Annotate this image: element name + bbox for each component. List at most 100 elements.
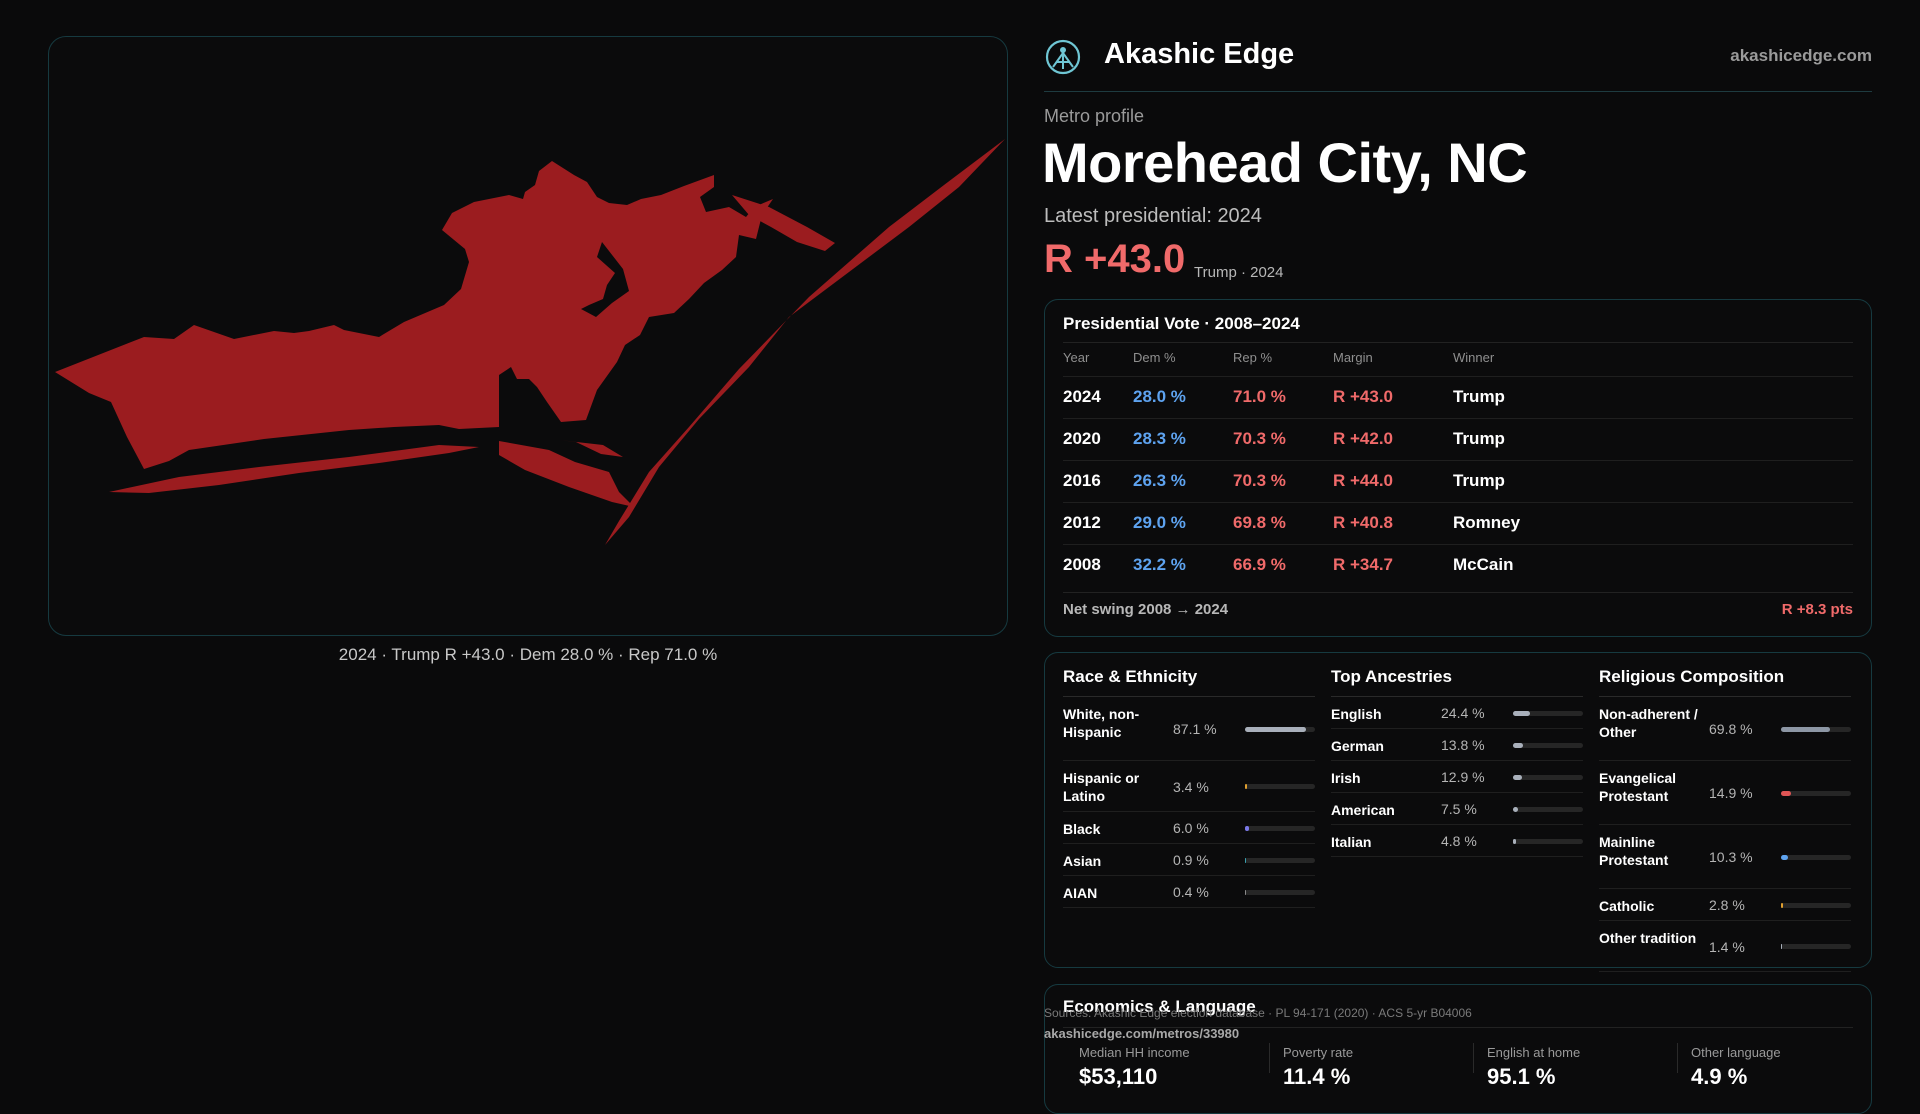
- demo-row-aian: AIAN 0.4 %: [1063, 876, 1315, 908]
- cell-dem: 28.0 %: [1133, 387, 1186, 406]
- header-winner: Winner: [1453, 350, 1495, 365]
- cell-margin: R +44.0: [1333, 471, 1394, 490]
- cell-margin: R +40.8: [1333, 513, 1394, 532]
- demo-value: 1.4 %: [1709, 938, 1745, 955]
- demo-value: 2.8 %: [1709, 897, 1745, 913]
- divider: [1063, 342, 1853, 343]
- demo-row-other-tradition: Other tradition 1.4 %: [1599, 921, 1851, 972]
- metric-label: Median HH income: [1079, 1045, 1190, 1060]
- top-ancestries-section: Top Ancestries English 24.4 % German 13.8 %…: [1331, 667, 1583, 857]
- demo-bar-fill: [1513, 742, 1523, 748]
- demo-label: Catholic: [1599, 898, 1655, 914]
- metric-other-language: Other language 4.9 %: [1691, 1045, 1881, 1090]
- table-row: 2024 28.0 % 71.0 % R +43.0 Trump: [1063, 376, 1853, 418]
- metro-map-panel: [48, 36, 1008, 636]
- demo-bar-fill: [1245, 857, 1247, 863]
- demo-bar-track: [1781, 854, 1851, 860]
- demo-value: 4.8 %: [1441, 833, 1477, 849]
- demo-label: Other tradition: [1599, 930, 1697, 946]
- demo-bar-fill: [1781, 790, 1792, 796]
- brand-url-link[interactable]: akashicedge.com: [1730, 46, 1872, 65]
- brand-logo-icon[interactable]: [1044, 38, 1082, 76]
- demo-label: English: [1331, 706, 1382, 722]
- cell-rep: 66.9 %: [1233, 555, 1286, 574]
- cell-year: 2016: [1063, 471, 1101, 490]
- metric-value: $53,110: [1079, 1064, 1158, 1089]
- demo-bar-fill: [1513, 838, 1517, 844]
- cell-rep: 71.0 %: [1233, 387, 1286, 406]
- demo-bar-fill: [1513, 774, 1523, 780]
- demo-bar-track: [1781, 902, 1851, 908]
- demo-bar-fill: [1245, 726, 1306, 732]
- demo-row-catholic: Catholic 2.8 %: [1599, 889, 1851, 921]
- divider: [1677, 1043, 1678, 1073]
- table-row: 2012 29.0 % 69.8 % R +40.8 Romney: [1063, 502, 1853, 544]
- cell-margin: R +43.0: [1333, 387, 1394, 406]
- demo-value: 87.1 %: [1173, 721, 1217, 737]
- table-row: 2008 32.2 % 66.9 % R +34.7 McCain: [1063, 544, 1853, 586]
- demo-label: American: [1331, 802, 1395, 818]
- net-swing-label: Net swing 2008 → 2024: [1063, 601, 1229, 618]
- net-swing-value: R +8.3 pts: [1781, 601, 1853, 618]
- presidential-vote-card: Presidential Vote · 2008–2024 Year Dem %…: [1044, 299, 1872, 637]
- demo-bar-fill: [1513, 806, 1519, 812]
- cell-dem: 29.0 %: [1133, 513, 1186, 532]
- metro-permalink[interactable]: akashicedge.com/metros/33980: [1044, 1026, 1240, 1041]
- metro-county-shape[interactable]: [55, 139, 1005, 545]
- demo-bar-fill: [1245, 825, 1250, 831]
- header-year: Year: [1063, 350, 1090, 365]
- demo-row-non-adherent-other: Non-adherent / Other 69.8 %: [1599, 697, 1851, 761]
- demo-bar-track: [1245, 857, 1315, 863]
- demo-bar-track: [1513, 774, 1583, 780]
- latest-margin-value: R +43.0: [1044, 237, 1186, 281]
- demo-bar-track: [1781, 790, 1851, 796]
- demo-bar-fill: [1513, 710, 1531, 716]
- demo-value: 3.4 %: [1173, 778, 1209, 795]
- demo-bar-track: [1513, 710, 1583, 716]
- header-dem: Dem %: [1133, 350, 1176, 365]
- demo-value: 0.9 %: [1173, 852, 1209, 868]
- cell-year: 2008: [1063, 555, 1101, 574]
- demo-label: Asian: [1063, 853, 1102, 869]
- latest-winner-subtitle: Trump · 2024: [1194, 264, 1284, 281]
- metric-value: 95.1 %: [1487, 1064, 1556, 1089]
- demo-row-italian: Italian 4.8 %: [1331, 825, 1583, 857]
- economics-language-card: Economics & Language Median HH income $5…: [1044, 984, 1872, 1114]
- demo-row-american: American 7.5 %: [1331, 793, 1583, 825]
- cell-winner: Trump: [1453, 429, 1505, 448]
- metric-label: Poverty rate: [1283, 1045, 1354, 1060]
- demo-value: 10.3 %: [1709, 849, 1753, 865]
- demo-value: 7.5 %: [1441, 801, 1477, 817]
- net-swing-row: Net swing 2008 → 2024 R +8.3 pts: [1063, 592, 1853, 618]
- vote-table-body: 2024 28.0 % 71.0 % R +43.0 Trump 2020 28…: [1063, 376, 1853, 586]
- cell-year: 2024: [1063, 387, 1101, 406]
- race-ethnicity-title: Race & Ethnicity: [1063, 667, 1315, 697]
- demo-row-mainline-protestant: Mainline Protestant 10.3 %: [1599, 825, 1851, 889]
- demo-bar-fill: [1781, 726, 1830, 732]
- demo-row-asian: Asian 0.9 %: [1063, 844, 1315, 876]
- brand-name[interactable]: Akashic Edge: [1104, 38, 1295, 70]
- cell-winner: Romney: [1453, 513, 1521, 532]
- demo-bar-track: [1245, 726, 1315, 732]
- religious-composition-section: Religious Composition Non-adherent / Oth…: [1599, 667, 1851, 972]
- demo-value: 12.9 %: [1441, 769, 1485, 785]
- demo-bar-track: [1513, 742, 1583, 748]
- metro-map: [55, 139, 1005, 545]
- demo-bar-fill: [1781, 944, 1783, 949]
- header-margin: Margin: [1333, 350, 1373, 365]
- demo-label: White, non-Hispanic: [1063, 706, 1140, 740]
- demo-row-white-non-hispanic: White, non-Hispanic 87.1 %: [1063, 697, 1315, 761]
- cell-dem: 32.2 %: [1133, 555, 1186, 574]
- metric-english-at-home: English at home 95.1 %: [1487, 1045, 1677, 1090]
- demo-label: Black: [1063, 821, 1101, 837]
- demo-value: 14.9 %: [1709, 785, 1753, 801]
- vote-table-header: Year Dem % Rep % Margin Winner: [1063, 350, 1853, 374]
- metric-value: 11.4 %: [1283, 1064, 1351, 1089]
- demo-row-english: English 24.4 %: [1331, 697, 1583, 729]
- cell-rep: 69.8 %: [1233, 513, 1286, 532]
- demo-value: 13.8 %: [1441, 737, 1485, 753]
- demo-bar-track: [1513, 806, 1583, 812]
- economics-title: Economics & Language: [1063, 997, 1256, 1016]
- profile-eyebrow: Metro profile: [1044, 106, 1145, 126]
- demo-bar-track: [1245, 889, 1315, 895]
